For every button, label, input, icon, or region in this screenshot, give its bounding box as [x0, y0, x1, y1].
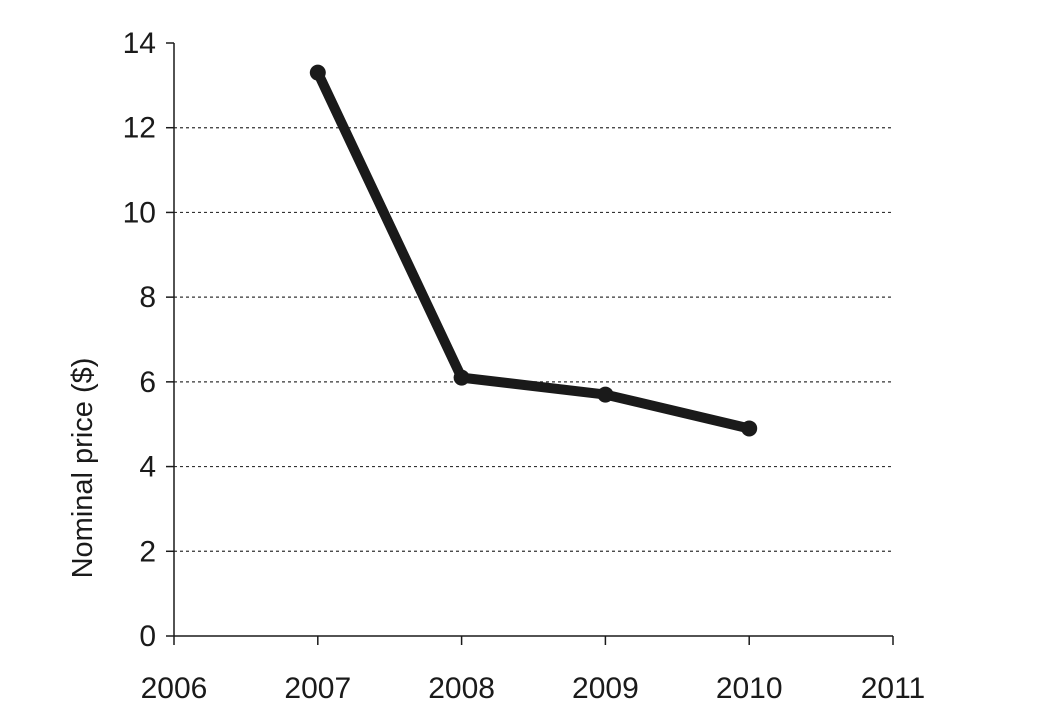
series: [309, 64, 758, 437]
data-point-2007: [309, 64, 326, 81]
y-tick-label-2: 2: [139, 535, 156, 568]
y-tick-label-10: 10: [123, 196, 156, 229]
series-line-0: [312, 67, 755, 434]
y-tick-label-8: 8: [139, 281, 156, 314]
x-tick-label-2009: 2009: [572, 672, 639, 705]
gridlines: [174, 127, 893, 552]
data-point-2009: [597, 386, 614, 403]
y-tick-label-14: 14: [123, 27, 156, 60]
data-point-2008: [453, 369, 470, 386]
y-tick-label-4: 4: [139, 451, 156, 484]
y-tick-label-12: 12: [123, 112, 156, 145]
x-tick-label-2010: 2010: [716, 672, 783, 705]
y-axis-title: Nominal price ($): [67, 358, 99, 579]
x-tick-label-2007: 2007: [284, 672, 351, 705]
axes: [166, 42, 894, 645]
y-tick-label-0: 0: [139, 620, 156, 653]
tick-labels: 0 2 4 6 8 10 12 14 2006 2007 2008 2009 2010 2011: [123, 27, 926, 705]
y-tick-label-6: 6: [139, 366, 156, 399]
x-tick-label-2011: 2011: [861, 672, 926, 705]
data-point-2010: [741, 420, 758, 437]
x-tick-label-2008: 2008: [428, 672, 495, 705]
x-tick-label-2006: 2006: [141, 672, 208, 705]
